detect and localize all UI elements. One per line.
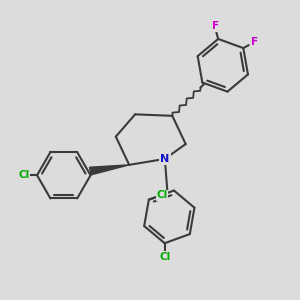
Text: Cl: Cl: [18, 170, 29, 180]
Polygon shape: [90, 165, 129, 175]
Text: Cl: Cl: [159, 252, 170, 262]
Text: Cl: Cl: [157, 190, 168, 200]
Text: N: N: [160, 154, 170, 164]
Text: F: F: [251, 37, 258, 47]
Text: F: F: [212, 22, 219, 32]
